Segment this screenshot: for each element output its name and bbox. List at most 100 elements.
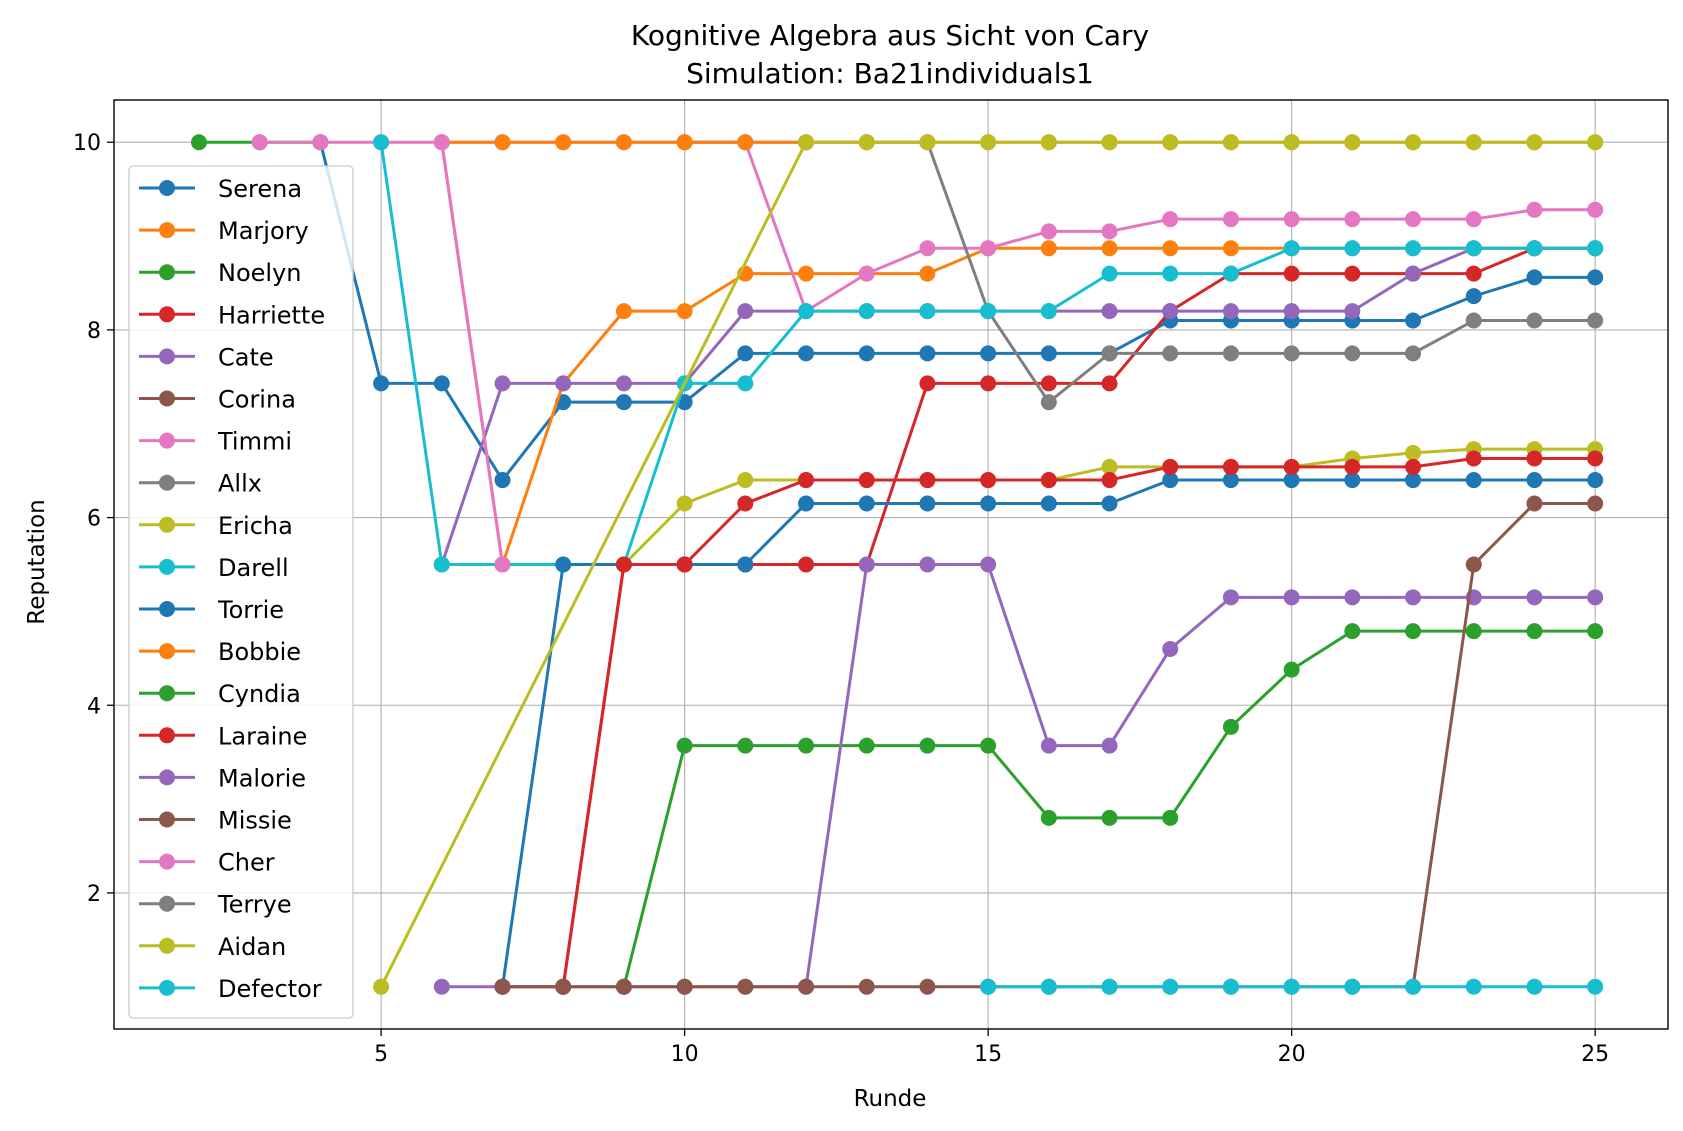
data-point xyxy=(1040,375,1057,392)
legend-item: Aidan xyxy=(139,933,286,961)
data-point xyxy=(1040,394,1057,411)
data-point xyxy=(494,375,511,392)
data-point xyxy=(1162,303,1179,320)
data-point xyxy=(858,265,875,282)
data-point xyxy=(1283,978,1300,995)
data-point xyxy=(798,345,815,362)
data-point xyxy=(1465,240,1482,257)
data-point xyxy=(1283,661,1300,678)
data-point xyxy=(1101,240,1118,257)
data-point xyxy=(1405,134,1422,151)
legend-item: Defector xyxy=(139,975,322,1003)
data-point xyxy=(494,978,511,995)
data-point xyxy=(980,978,997,995)
data-point xyxy=(1587,134,1604,151)
legend-marker xyxy=(159,390,175,407)
legend-item: Darell xyxy=(139,554,289,582)
data-point xyxy=(1283,211,1300,228)
legend-marker xyxy=(159,474,175,491)
legend-marker xyxy=(159,979,175,996)
data-point xyxy=(1344,345,1361,362)
data-point xyxy=(858,556,875,573)
legend-box xyxy=(128,165,354,1019)
data-point xyxy=(1465,288,1482,305)
data-point xyxy=(858,978,875,995)
data-point xyxy=(433,134,450,151)
data-point xyxy=(676,737,693,754)
data-point xyxy=(555,375,572,392)
data-point xyxy=(1344,265,1361,282)
y-axis-label: Reputation xyxy=(24,499,50,624)
data-point xyxy=(1344,211,1361,228)
data-point xyxy=(798,978,815,995)
data-point xyxy=(1040,303,1057,320)
data-point xyxy=(919,345,936,362)
legend-marker xyxy=(159,769,175,786)
data-point xyxy=(1526,589,1543,606)
data-point xyxy=(1222,345,1239,362)
data-point xyxy=(1222,458,1239,475)
data-point xyxy=(1405,265,1422,282)
data-point xyxy=(1526,240,1543,257)
x-tick-label: 25 xyxy=(1581,1042,1609,1067)
data-point xyxy=(251,134,268,151)
legend-item: Laraine xyxy=(139,722,307,750)
series-aidan xyxy=(373,134,1604,995)
data-point xyxy=(615,134,632,151)
data-point xyxy=(919,472,936,489)
data-point xyxy=(1465,450,1482,467)
data-point xyxy=(1222,589,1239,606)
data-point xyxy=(1465,265,1482,282)
data-point xyxy=(1283,265,1300,282)
data-point xyxy=(373,375,390,392)
data-point xyxy=(919,495,936,512)
data-point xyxy=(798,303,815,320)
y-tick-label: 8 xyxy=(87,319,101,344)
data-point xyxy=(494,134,511,151)
data-point xyxy=(980,737,997,754)
data-point xyxy=(1465,978,1482,995)
data-point xyxy=(1162,265,1179,282)
data-point xyxy=(1283,134,1300,151)
data-point xyxy=(1344,472,1361,489)
data-point xyxy=(676,303,693,320)
series-line xyxy=(561,456,1596,987)
data-point xyxy=(980,495,997,512)
data-point xyxy=(1465,312,1482,329)
data-point xyxy=(1405,312,1422,329)
data-point xyxy=(1587,623,1604,640)
data-point xyxy=(919,303,936,320)
x-tick-label: 5 xyxy=(374,1042,388,1067)
legend-item: Missie xyxy=(139,807,292,835)
data-point xyxy=(1222,240,1239,257)
legend-item: Cyndia xyxy=(139,680,301,708)
data-point xyxy=(1465,623,1482,640)
legend-label: Harriette xyxy=(218,301,325,329)
legend-label: Defector xyxy=(218,975,322,1003)
data-point xyxy=(1040,737,1057,754)
legend-marker xyxy=(159,516,175,533)
data-point xyxy=(980,240,997,257)
data-point xyxy=(858,303,875,320)
series-defector xyxy=(980,978,1604,995)
data-point xyxy=(1040,472,1057,489)
data-point xyxy=(1222,134,1239,151)
legend-item: Noelyn xyxy=(139,259,301,287)
data-point xyxy=(1526,201,1543,218)
legend-item: Malorie xyxy=(139,764,306,792)
data-point xyxy=(1162,640,1179,657)
data-point xyxy=(1162,240,1179,257)
data-point xyxy=(737,495,754,512)
data-point xyxy=(190,134,207,151)
data-point xyxy=(1405,472,1422,489)
data-point xyxy=(615,375,632,392)
data-point xyxy=(1162,458,1179,475)
legend-label: Noelyn xyxy=(218,259,301,287)
data-point xyxy=(1222,718,1239,735)
data-point xyxy=(798,134,815,151)
data-point xyxy=(1344,978,1361,995)
legend-marker xyxy=(159,895,175,912)
data-point xyxy=(1526,450,1543,467)
data-point xyxy=(433,375,450,392)
y-tick-label: 6 xyxy=(87,507,101,532)
